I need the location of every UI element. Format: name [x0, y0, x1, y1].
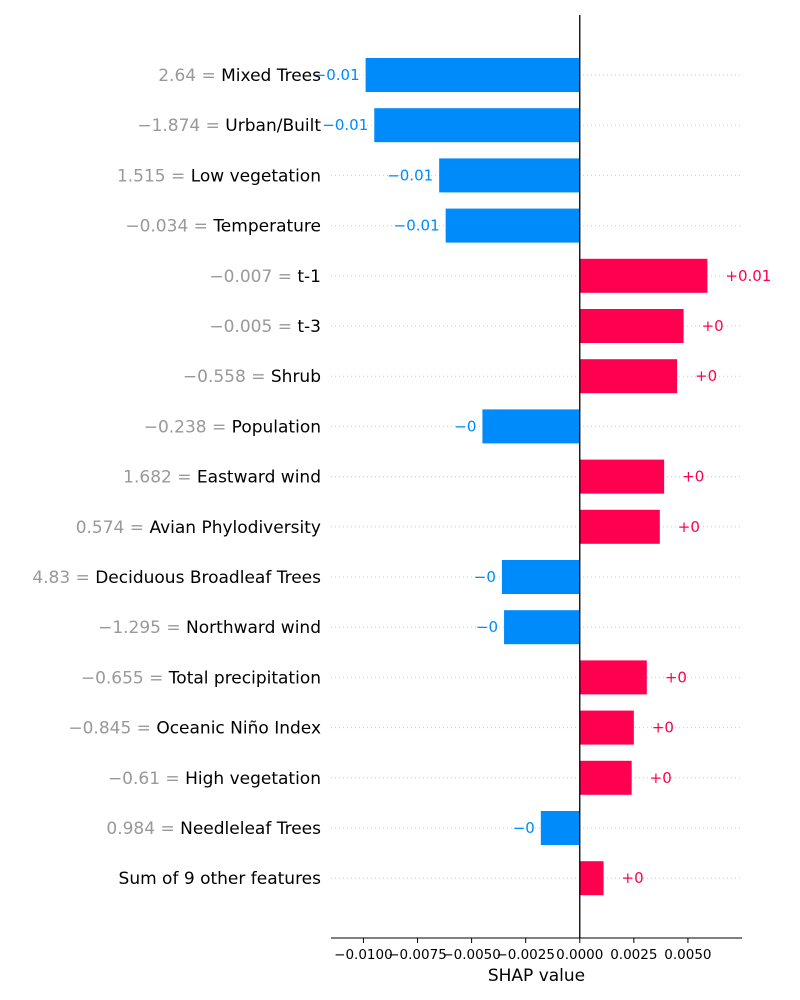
feature-value: −0.005 =: [209, 317, 297, 337]
feature-label: −0.238 = Population: [144, 417, 321, 437]
feature-value: −0.034 =: [125, 217, 213, 237]
bar-value-label: −0.01: [322, 116, 368, 134]
x-axis: −0.0100−0.0075−0.0050−0.0025 0.0000 0.0025…: [331, 937, 742, 986]
feature-name: Urban/Built: [225, 116, 321, 136]
feature-label: 4.83 = Deciduous Broadleaf Trees: [32, 568, 321, 588]
bar: [579, 258, 708, 293]
feature-name: Eastward wind: [197, 468, 321, 488]
bar: [579, 509, 660, 544]
bar-value-label: −0.01: [387, 166, 433, 184]
x-tick-label: −0.0050: [442, 947, 501, 963]
feature-label: Sum of 9 other features: [119, 869, 322, 889]
bar-value-label: −0.01: [394, 217, 440, 235]
feature-label: −0.007 = t-1: [209, 267, 321, 287]
feature-value: −0.238 =: [144, 417, 232, 437]
bar: [482, 409, 580, 444]
feature-label: 0.574 = Avian Phylodiversity: [76, 518, 321, 538]
feature-name: Total precipitation: [168, 668, 321, 688]
bar: [501, 560, 580, 594]
bar-value-label: +0: [650, 769, 672, 787]
feature-value: 2.64 =: [158, 66, 221, 86]
bar: [579, 760, 632, 795]
bar-value-label: −0: [476, 618, 498, 636]
feature-value: 1.515 =: [117, 166, 191, 186]
feature-name: Population: [232, 417, 321, 437]
feature-label: −1.295 = Northward wind: [98, 618, 321, 638]
feature-name: t-1: [297, 267, 321, 287]
bar: [540, 811, 580, 845]
feature-value: 4.83 =: [32, 568, 95, 588]
feature-value: −0.655 =: [81, 668, 169, 688]
bar-value-label: +0.01: [725, 267, 771, 285]
feature-value: −1.295 =: [98, 618, 186, 638]
feature-name: Needleleaf Trees: [180, 819, 321, 839]
feature-name: Deciduous Broadleaf Trees: [95, 568, 321, 588]
feature-value: −0.558 =: [183, 367, 271, 387]
feature-label: −0.005 = t-3: [209, 317, 321, 337]
feature-label: 0.984 = Needleleaf Trees: [106, 819, 321, 839]
feature-value: −0.007 =: [209, 267, 297, 287]
feature-value: 1.682 =: [123, 468, 197, 488]
bar: [579, 309, 684, 343]
bar: [365, 58, 580, 92]
feature-name: Avian Phylodiversity: [149, 518, 321, 538]
bars: [365, 58, 708, 896]
bar-value-label: −0: [454, 417, 476, 435]
bar-value-label: +0: [652, 719, 674, 737]
bar: [439, 158, 580, 193]
bar-value-label: −0: [513, 819, 535, 837]
x-ticks: −0.0100−0.0075−0.0050−0.0025 0.0000 0.0025…: [334, 938, 712, 963]
feature-name: t-3: [297, 317, 321, 337]
x-tick-label: −0.0100: [334, 947, 393, 963]
bar: [579, 710, 634, 745]
bar: [374, 108, 580, 143]
bar: [504, 610, 580, 645]
feature-name: High vegetation: [185, 769, 321, 789]
bar-value-label: +0: [702, 317, 724, 335]
feature-label: 1.515 = Low vegetation: [117, 166, 321, 186]
feature-value: −1.874 =: [137, 116, 225, 136]
bar-value-label: +0: [678, 518, 700, 536]
feature-label: −0.655 = Total precipitation: [81, 668, 321, 688]
feature-value: 0.574 =: [76, 518, 150, 538]
x-tick-label: 0.0025: [610, 947, 657, 963]
feature-name: Sum of 9 other features: [119, 869, 322, 889]
x-tick-label: −0.0025: [496, 947, 555, 963]
feature-label: −1.874 = Urban/Built: [137, 116, 321, 136]
feature-value: −0.61 =: [108, 769, 185, 789]
feature-label: −0.034 = Temperature: [125, 217, 321, 237]
feature-label: −0.845 = Oceanic Niño Index: [68, 719, 321, 739]
bar: [579, 459, 665, 494]
x-tick-label: 0.0050: [664, 947, 711, 963]
x-tick-label: −0.0075: [388, 947, 447, 963]
x-axis-label: SHAP value: [488, 966, 585, 986]
feature-label: 2.64 = Mixed Trees: [158, 66, 321, 86]
bar: [445, 208, 580, 243]
feature-labels: 2.64 = Mixed Trees −1.874 = Urban/Built 1.…: [32, 66, 321, 889]
bar-value-label: −0: [474, 568, 496, 586]
bar-value-label: +0: [622, 869, 644, 887]
feature-name: Shrub: [271, 367, 321, 387]
feature-label: 1.682 = Eastward wind: [123, 468, 321, 488]
feature-label: −0.61 = High vegetation: [108, 769, 321, 789]
feature-name: Temperature: [212, 217, 321, 237]
feature-label: −0.558 = Shrub: [183, 367, 321, 387]
bar-value-label: +0: [695, 367, 717, 385]
bar-value-labels: −0.01 −0.01 −0.01 −0.01 +0.01 +0 +0 −0 +0 +0 −0 −0 +…: [314, 66, 772, 887]
bar-value-label: +0: [665, 668, 687, 686]
bar: [579, 660, 647, 695]
feature-value: −0.845 =: [68, 719, 156, 739]
feature-name: Oceanic Niño Index: [156, 719, 321, 739]
bar: [579, 359, 678, 394]
bar: [579, 861, 604, 896]
gridlines: [331, 74, 742, 879]
bar-value-label: +0: [682, 468, 704, 486]
feature-value: 0.984 =: [106, 819, 180, 839]
bar-value-label: −0.01: [314, 66, 360, 84]
x-tick-label: 0.0000: [556, 947, 603, 963]
feature-name: Northward wind: [186, 618, 321, 638]
feature-name: Low vegetation: [191, 166, 321, 186]
feature-name: Mixed Trees: [221, 66, 321, 86]
